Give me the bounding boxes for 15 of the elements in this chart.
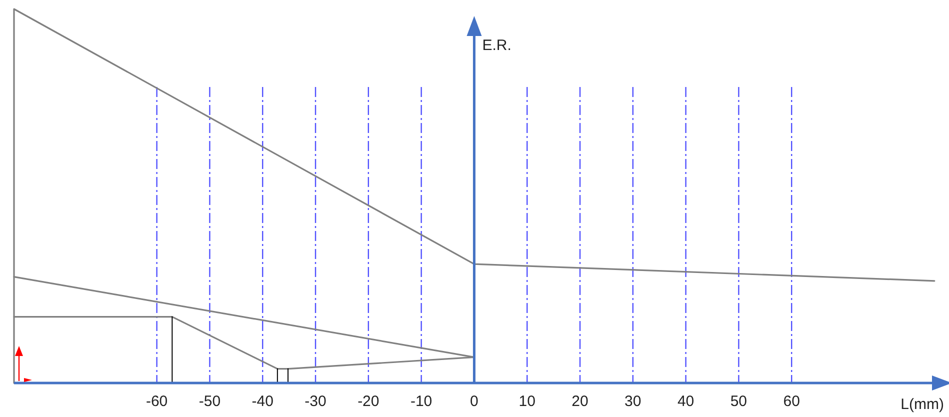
y-axis-title: E.R. [482, 37, 512, 54]
x-tick-label: 10 [518, 393, 536, 410]
x-tick-label: 20 [572, 393, 588, 410]
x-tick-label: 50 [730, 393, 748, 410]
x-tick-label: 60 [783, 393, 800, 410]
x-tick-label: 40 [677, 393, 694, 410]
x-tick-label: -20 [358, 393, 380, 410]
x-tick-label: -60 [146, 393, 168, 410]
x-tick-label: -50 [198, 393, 221, 410]
x-tick-label: -40 [252, 393, 274, 410]
x-tick-label: -30 [304, 393, 326, 410]
x-tick-label: -10 [410, 393, 432, 410]
x-tick-label: 0 [470, 393, 478, 410]
x-tick-label: 30 [624, 393, 642, 410]
x-axis-title: L(mm) [900, 396, 944, 413]
